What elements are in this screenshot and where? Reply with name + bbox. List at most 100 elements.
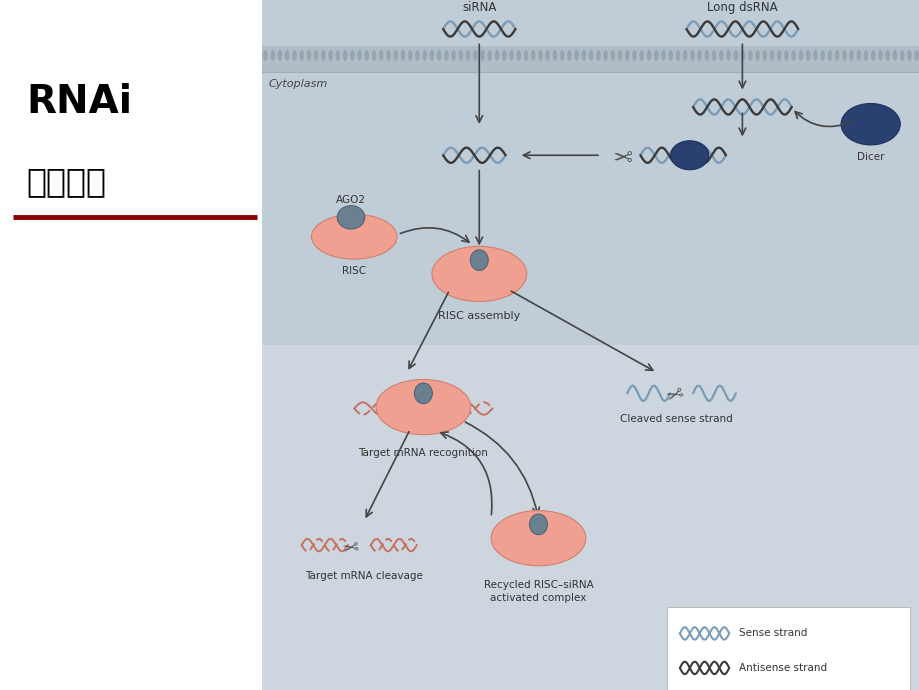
Ellipse shape xyxy=(414,383,432,404)
Ellipse shape xyxy=(376,380,471,435)
Bar xyxy=(262,46,919,72)
Ellipse shape xyxy=(790,50,795,61)
Ellipse shape xyxy=(538,50,542,61)
Ellipse shape xyxy=(566,50,571,61)
Ellipse shape xyxy=(682,50,686,61)
Ellipse shape xyxy=(711,50,716,61)
Ellipse shape xyxy=(285,50,289,61)
Ellipse shape xyxy=(776,50,780,61)
Ellipse shape xyxy=(675,50,679,61)
Ellipse shape xyxy=(292,50,297,61)
Ellipse shape xyxy=(725,50,730,61)
Ellipse shape xyxy=(487,50,492,61)
Ellipse shape xyxy=(270,50,275,61)
Text: ✂: ✂ xyxy=(610,141,630,165)
Ellipse shape xyxy=(884,50,889,61)
Ellipse shape xyxy=(783,50,788,61)
Ellipse shape xyxy=(371,50,376,61)
Text: RISC assembly: RISC assembly xyxy=(437,310,520,320)
Ellipse shape xyxy=(891,50,896,61)
Ellipse shape xyxy=(529,514,547,535)
FancyBboxPatch shape xyxy=(666,607,909,690)
Ellipse shape xyxy=(870,50,875,61)
Text: RISC: RISC xyxy=(342,266,366,275)
Ellipse shape xyxy=(349,50,354,61)
Text: Target mRNA recognition: Target mRNA recognition xyxy=(358,448,488,458)
Ellipse shape xyxy=(337,206,365,229)
Ellipse shape xyxy=(762,50,766,61)
Ellipse shape xyxy=(523,50,528,61)
Ellipse shape xyxy=(631,50,636,61)
Ellipse shape xyxy=(805,50,810,61)
Ellipse shape xyxy=(306,50,311,61)
Ellipse shape xyxy=(754,50,759,61)
Ellipse shape xyxy=(732,50,737,61)
Ellipse shape xyxy=(480,50,484,61)
Ellipse shape xyxy=(906,50,911,61)
Ellipse shape xyxy=(364,50,369,61)
Ellipse shape xyxy=(740,50,744,61)
Ellipse shape xyxy=(502,50,506,61)
Text: siRNA: siRNA xyxy=(461,1,496,14)
Ellipse shape xyxy=(422,50,426,61)
Ellipse shape xyxy=(429,50,434,61)
Ellipse shape xyxy=(470,250,488,270)
Text: Dicer: Dicer xyxy=(856,152,883,161)
Ellipse shape xyxy=(588,50,593,61)
Ellipse shape xyxy=(407,50,412,61)
Text: ✂: ✂ xyxy=(661,379,685,404)
Ellipse shape xyxy=(560,50,564,61)
Ellipse shape xyxy=(670,141,708,170)
Ellipse shape xyxy=(335,50,340,61)
Ellipse shape xyxy=(321,50,325,61)
Ellipse shape xyxy=(834,50,838,61)
Ellipse shape xyxy=(401,50,405,61)
Ellipse shape xyxy=(451,50,456,61)
Text: ✂: ✂ xyxy=(340,533,359,555)
Ellipse shape xyxy=(313,50,318,61)
Ellipse shape xyxy=(719,50,723,61)
Bar xyxy=(262,345,919,690)
Ellipse shape xyxy=(639,50,643,61)
Ellipse shape xyxy=(840,104,900,145)
Ellipse shape xyxy=(841,50,845,61)
Ellipse shape xyxy=(278,50,282,61)
Ellipse shape xyxy=(444,50,448,61)
Ellipse shape xyxy=(263,50,267,61)
Text: Cytoplasm: Cytoplasm xyxy=(268,79,328,89)
Ellipse shape xyxy=(704,50,709,61)
Ellipse shape xyxy=(465,50,470,61)
Ellipse shape xyxy=(508,50,513,61)
Ellipse shape xyxy=(414,50,419,61)
Ellipse shape xyxy=(646,50,651,61)
Ellipse shape xyxy=(689,50,694,61)
Text: Antisense strand: Antisense strand xyxy=(738,663,826,673)
Ellipse shape xyxy=(653,50,658,61)
Ellipse shape xyxy=(747,50,752,61)
Ellipse shape xyxy=(491,511,585,566)
Text: 作用机制: 作用机制 xyxy=(26,166,106,199)
Ellipse shape xyxy=(312,214,397,259)
Ellipse shape xyxy=(379,50,383,61)
Text: Long dsRNA: Long dsRNA xyxy=(707,1,777,14)
Ellipse shape xyxy=(596,50,600,61)
Ellipse shape xyxy=(661,50,665,61)
Ellipse shape xyxy=(552,50,557,61)
Text: Target mRNA cleavage: Target mRNA cleavage xyxy=(305,571,423,581)
Ellipse shape xyxy=(697,50,701,61)
Ellipse shape xyxy=(299,50,303,61)
Ellipse shape xyxy=(798,50,802,61)
Ellipse shape xyxy=(472,50,477,61)
Ellipse shape xyxy=(827,50,832,61)
Ellipse shape xyxy=(848,50,853,61)
Ellipse shape xyxy=(357,50,361,61)
Ellipse shape xyxy=(603,50,607,61)
Text: Sense strand: Sense strand xyxy=(738,629,807,638)
Ellipse shape xyxy=(617,50,621,61)
Text: RNAi: RNAi xyxy=(26,83,132,121)
Ellipse shape xyxy=(494,50,499,61)
Ellipse shape xyxy=(863,50,868,61)
Ellipse shape xyxy=(899,50,903,61)
Ellipse shape xyxy=(913,50,918,61)
Ellipse shape xyxy=(820,50,824,61)
